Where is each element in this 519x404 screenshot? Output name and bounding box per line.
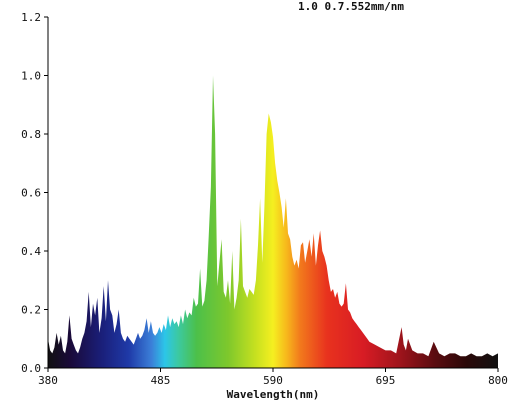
y-tick-label: 0.0 (21, 362, 41, 375)
spectrum-area (48, 75, 498, 368)
x-tick-label: 485 (151, 374, 171, 387)
axes: 0.0 0.2 0.4 0.6 0.8 1.0 1.2 380 485 590 695 800 (21, 11, 508, 387)
x-axis-title: Wavelength(nm) (227, 388, 320, 401)
x-tick-label: 800 (488, 374, 508, 387)
plot-area (48, 75, 498, 368)
x-tick-label: 380 (38, 374, 58, 387)
y-tick-label: 0.2 (21, 304, 41, 317)
y-tick-label: 0.8 (21, 128, 41, 141)
x-tick-label: 590 (263, 374, 283, 387)
y-tick-label: 0.6 (21, 187, 41, 200)
x-tick-label: 695 (376, 374, 396, 387)
y-tick-label: 0.4 (21, 245, 41, 258)
partial-top-text: 1.0 0.7.552mm/nm (298, 0, 404, 13)
y-tick-label: 1.2 (21, 11, 41, 24)
y-tick-label: 1.0 (21, 70, 41, 83)
